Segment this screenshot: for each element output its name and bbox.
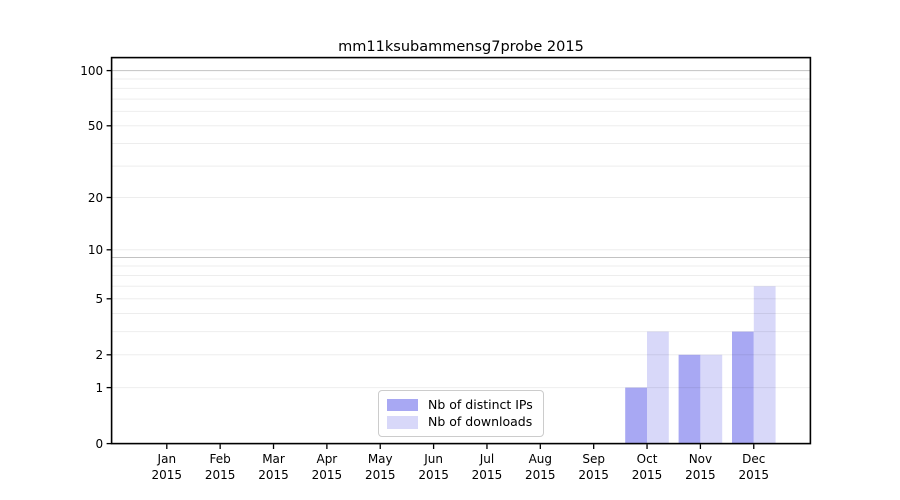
- x-tick-label-apr-2015: Apr 2015: [312, 452, 343, 482]
- y-tick-label-5: 5: [95, 292, 103, 306]
- bar-nb-of-distinct-ips-oct: [625, 387, 647, 444]
- y-tick-label-100: 100: [80, 64, 103, 78]
- x-tick-label-aug-2015: Aug 2015: [525, 452, 556, 482]
- x-tick-label-feb-2015: Feb 2015: [205, 452, 236, 482]
- x-tick-label-may-2015: May 2015: [365, 452, 396, 482]
- x-tick-label-mar-2015: Mar 2015: [258, 452, 289, 482]
- y-axis: 0 1 2 5 10 20 50 100: [80, 64, 112, 451]
- y-tick-label-2: 2: [95, 348, 103, 362]
- x-tick-label-nov-2015: Nov 2015: [685, 452, 716, 482]
- y-tick-label-0: 0: [95, 437, 103, 451]
- plot-border: [110, 56, 812, 445]
- bar-nb-of-distinct-ips-dec: [732, 331, 754, 444]
- bar-nb-of-downloads-oct: [647, 331, 669, 444]
- x-tick-label-oct-2015: Oct 2015: [632, 452, 663, 482]
- legend: Nb of distinct IPs Nb of downloads: [378, 390, 544, 437]
- y-tick-label-20: 20: [88, 191, 103, 205]
- bar-nb-of-distinct-ips-nov: [678, 354, 701, 444]
- legend-label-downloads: Nb of downloads: [428, 414, 533, 429]
- bars: [625, 286, 776, 444]
- legend-swatch-downloads: [387, 416, 418, 429]
- legend-item-distinct-ips: Nb of distinct IPs: [387, 396, 535, 412]
- x-tick-label-jan-2015: Jan 2015: [152, 452, 183, 482]
- x-tick-label-sep-2015: Sep 2015: [578, 452, 609, 482]
- x-tick-label-jun-2015: Jun 2015: [418, 452, 449, 482]
- y-tick-label-50: 50: [88, 119, 103, 133]
- bar-nb-of-downloads-nov: [700, 354, 723, 444]
- chart-title: mm11ksubammensg7probe 2015: [338, 39, 584, 55]
- legend-label-distinct-ips: Nb of distinct IPs: [428, 396, 533, 412]
- x-axis: Jan 2015 Feb 2015 Mar 2015 Apr 2015 May 2015 Jun 20…: [152, 444, 769, 482]
- x-tick-label-dec-2015: Dec 2015: [738, 452, 769, 482]
- bar-nb-of-downloads-dec: [753, 286, 776, 444]
- x-tick-label-jul-2015: Jul 2015: [472, 452, 503, 482]
- y-tick-label-1: 1: [95, 381, 103, 395]
- legend-item-downloads: Nb of downloads: [387, 414, 535, 429]
- y-tick-label-10: 10: [88, 243, 103, 257]
- legend-swatch-distinct-ips: [387, 398, 418, 411]
- y-gridlines: [111, 70, 811, 389]
